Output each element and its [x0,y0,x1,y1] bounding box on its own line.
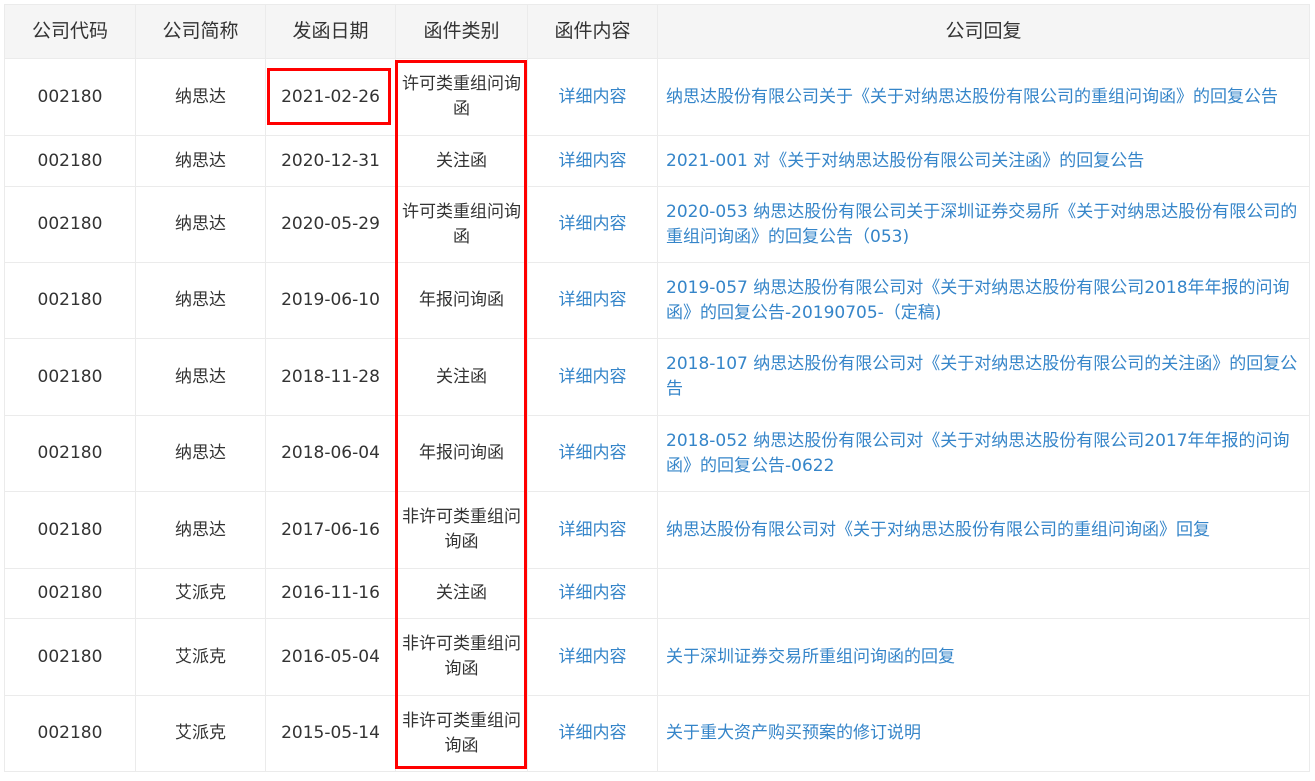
company-name-cell: 纳思达 [135,186,266,263]
company-code-cell: 002180 [4,491,136,569]
letter-type-cell: 关注函 [395,135,528,187]
letter-type-cell: 非许可类重组问询函 [395,618,528,696]
letter-detail-cell: 详细内容 [527,695,658,772]
company-code-cell: 002180 [4,338,136,416]
letter-detail-cell: 详细内容 [527,491,658,569]
letter-date-cell: 2017-06-16 [265,491,396,569]
company-reply-cell: 2021-001 对《关于对纳思达股份有限公司关注函》的回复公告 [657,135,1310,187]
company-name-cell: 纳思达 [135,338,266,416]
company-code-cell: 002180 [4,58,136,136]
company-reply-cell: 关于深圳证券交易所重组问询函的回复 [657,618,1310,696]
letter-date-cell: 2019-06-10 [265,262,396,339]
letter-type-cell: 非许可类重组问询函 [395,491,528,569]
table-row: 002180 艾派克 2016-05-04 非许可类重组问询函 详细内容 关于深圳证券交易… [4,618,1310,696]
letter-detail-link[interactable]: 详细内容 [558,583,627,603]
company-reply-cell: 2020-053 纳思达股份有限公司关于深圳证券交易所《关于对纳思达股份有限公司… [657,186,1310,263]
letter-type-cell: 许可类重组问询函 [395,186,528,263]
company-name-cell: 艾派克 [135,695,266,772]
company-reply-cell [657,568,1310,619]
company-reply-link[interactable]: 2021-001 对《关于对纳思达股份有限公司关注函》的回复公告 [666,150,1145,171]
header-code: 公司代码 [4,4,136,59]
letter-date-cell: 2018-06-04 [265,415,396,492]
table-row: 002180 艾派克 2016-11-16 关注函 详细内容 [4,568,1310,619]
letter-detail-link[interactable]: 详细内容 [558,86,627,107]
letter-date-cell: 2020-12-31 [265,135,396,187]
letter-type-cell: 年报问询函 [395,415,528,492]
table-row: 002180 纳思达 2018-06-04 年报问询函 详细内容 2018-052 纳思达… [4,415,1310,492]
company-name-cell: 纳思达 [135,58,266,136]
company-reply-cell: 纳思达股份有限公司对《关于对纳思达股份有限公司的重组问询函》回复 [657,491,1310,569]
company-reply-link[interactable]: 2019-057 纳思达股份有限公司对《关于对纳思达股份有限公司2018年年报的… [666,277,1290,323]
letter-detail-link[interactable]: 详细内容 [558,366,627,387]
company-code-cell: 002180 [4,262,136,339]
header-reply: 公司回复 [657,4,1310,59]
letter-detail-cell: 详细内容 [527,58,658,136]
company-reply-link[interactable]: 纳思达股份有限公司对《关于对纳思达股份有限公司的重组问询函》回复 [666,519,1210,540]
letter-detail-link[interactable]: 详细内容 [558,150,627,171]
letter-detail-link[interactable]: 详细内容 [558,646,627,667]
company-reply-link[interactable]: 关于重大资产购买预案的修订说明 [666,723,921,743]
company-code-cell: 002180 [4,695,136,772]
company-reply-cell: 纳思达股份有限公司关于《关于对纳思达股份有限公司的重组问询函》的回复公告 [657,58,1310,136]
letter-type-cell: 关注函 [395,568,528,619]
company-code-cell: 002180 [4,186,136,263]
letter-detail-cell: 详细内容 [527,568,658,619]
letter-detail-link[interactable]: 详细内容 [558,214,627,234]
company-reply-cell: 2018-107 纳思达股份有限公司对《关于对纳思达股份有限公司的关注函》的回复… [657,338,1310,416]
table-row: 002180 纳思达 2018-11-28 关注函 详细内容 2018-107 纳思达股份… [4,338,1310,416]
company-reply-link[interactable]: 纳思达股份有限公司关于《关于对纳思达股份有限公司的重组问询函》的回复公告 [666,86,1278,107]
letter-date-cell: 2015-05-14 [265,695,396,772]
company-reply-link[interactable]: 2020-053 纳思达股份有限公司关于深圳证券交易所《关于对纳思达股份有限公司… [666,201,1298,247]
letter-detail-cell: 详细内容 [527,135,658,187]
inquiry-letters-table: 公司代码 公司简称 发函日期 函件类别 函件内容 公司回复 002180 纳思达 2… [4,4,1310,772]
table-header: 公司代码 公司简称 发函日期 函件类别 函件内容 公司回复 [4,4,1310,59]
company-code-cell: 002180 [4,568,136,619]
letter-detail-cell: 详细内容 [527,262,658,339]
table-row: 002180 纳思达 2020-12-31 关注函 详细内容 2021-001 对《关于对… [4,135,1310,187]
company-name-cell: 艾派克 [135,618,266,696]
letter-type-cell: 许可类重组问询函 [395,58,528,136]
company-reply-link[interactable]: 2018-107 纳思达股份有限公司对《关于对纳思达股份有限公司的关注函》的回复… [666,354,1298,399]
company-reply-link[interactable]: 2018-052 纳思达股份有限公司对《关于对纳思达股份有限公司2017年年报的… [666,430,1290,476]
header-type: 函件类别 [395,4,528,59]
header-detail: 函件内容 [527,4,658,59]
letter-date-cell: 2021-02-26 [265,58,396,136]
header-name: 公司简称 [135,4,266,59]
header-date: 发函日期 [265,4,396,59]
letter-date-cell: 2020-05-29 [265,186,396,263]
letter-date-cell: 2016-11-16 [265,568,396,619]
letter-detail-cell: 详细内容 [527,415,658,492]
table-row: 002180 纳思达 2019-06-10 年报问询函 详细内容 2019-057 纳思达… [4,262,1310,339]
company-reply-cell: 关于重大资产购买预案的修订说明 [657,695,1310,772]
company-code-cell: 002180 [4,618,136,696]
company-name-cell: 纳思达 [135,135,266,187]
letter-detail-cell: 详细内容 [527,618,658,696]
company-reply-link[interactable]: 关于深圳证券交易所重组问询函的回复 [666,646,955,667]
letter-type-cell: 非许可类重组问询函 [395,695,528,772]
letter-date-cell: 2016-05-04 [265,618,396,696]
letter-date-cell: 2018-11-28 [265,338,396,416]
letter-detail-link[interactable]: 详细内容 [558,519,627,540]
letter-detail-cell: 详细内容 [527,186,658,263]
company-name-cell: 纳思达 [135,262,266,339]
company-reply-cell: 2019-057 纳思达股份有限公司对《关于对纳思达股份有限公司2018年年报的… [657,262,1310,339]
company-name-cell: 艾派克 [135,568,266,619]
company-code-cell: 002180 [4,135,136,187]
letter-detail-link[interactable]: 详细内容 [558,290,627,310]
letter-detail-cell: 详细内容 [527,338,658,416]
letter-type-cell: 关注函 [395,338,528,416]
company-reply-cell: 2018-052 纳思达股份有限公司对《关于对纳思达股份有限公司2017年年报的… [657,415,1310,492]
table-row: 002180 纳思达 2020-05-29 许可类重组问询函 详细内容 2020-053 … [4,186,1310,263]
letter-detail-link[interactable]: 详细内容 [558,443,627,463]
company-code-cell: 002180 [4,415,136,492]
company-name-cell: 纳思达 [135,415,266,492]
table-row: 002180 纳思达 2017-06-16 非许可类重组问询函 详细内容 纳思达股份有限公… [4,491,1310,569]
table-row: 002180 艾派克 2015-05-14 非许可类重组问询函 详细内容 关于重大资产购买… [4,695,1310,772]
letter-type-cell: 年报问询函 [395,262,528,339]
table-row: 002180 纳思达 2021-02-26 许可类重组问询函 详细内容 纳思达股份有限公司… [4,58,1310,136]
company-name-cell: 纳思达 [135,491,266,569]
letter-detail-link[interactable]: 详细内容 [558,723,627,743]
